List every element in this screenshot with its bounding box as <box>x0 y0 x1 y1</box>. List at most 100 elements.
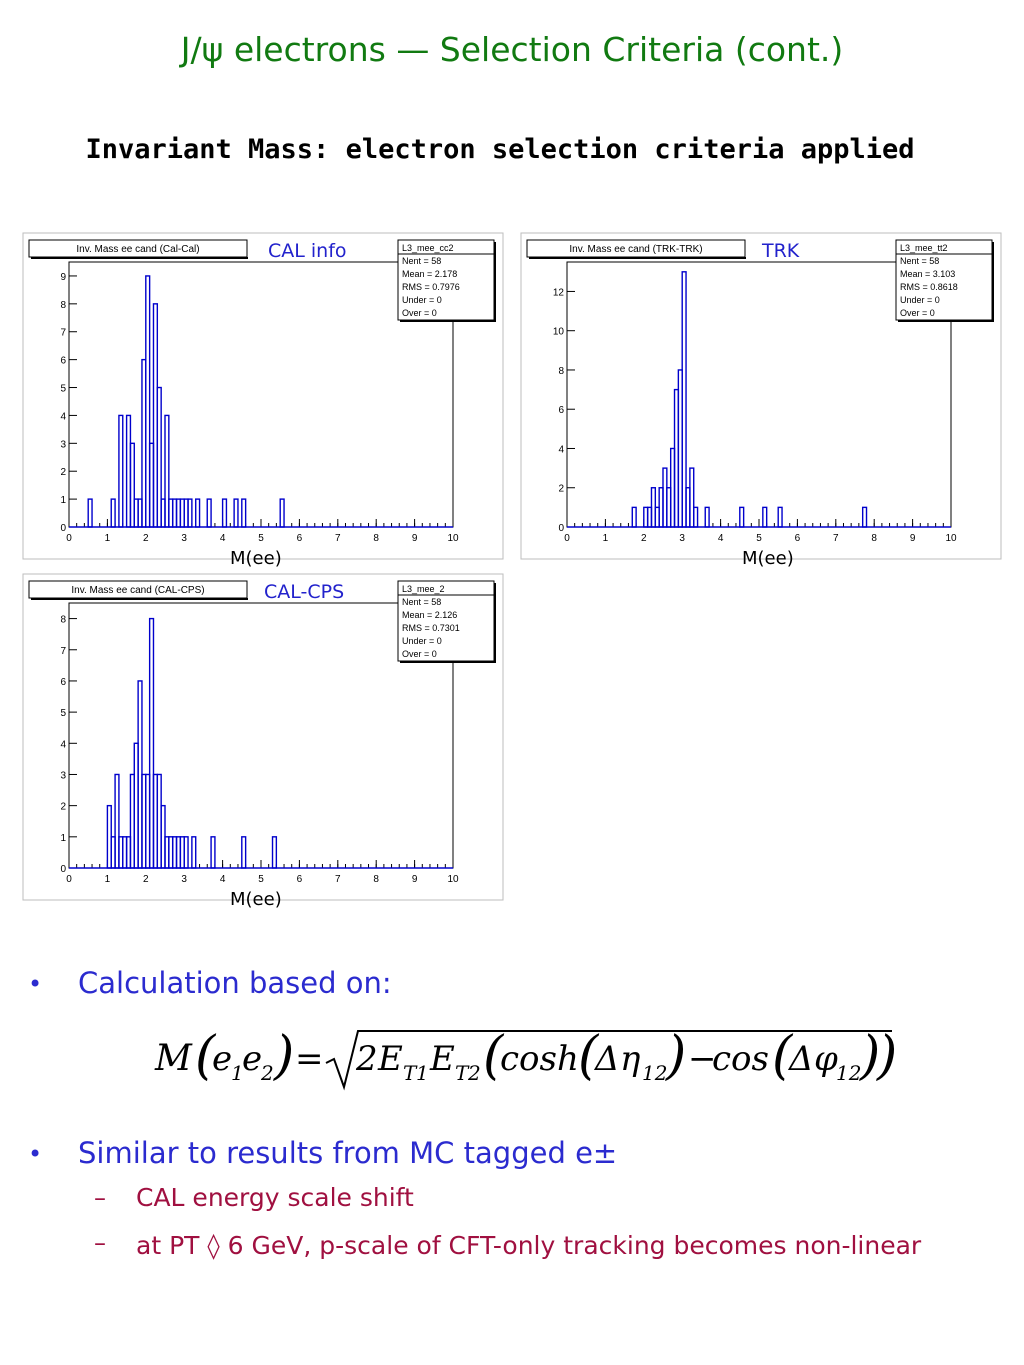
x-axis-label-cal-cal: M(ee) <box>230 548 282 569</box>
y-tick-label: 0 <box>60 864 66 875</box>
y-tick-label: 4 <box>60 739 66 750</box>
stats-box <box>895 239 993 321</box>
y-tick-label: 5 <box>60 708 66 719</box>
x-tick-label: 8 <box>871 533 877 544</box>
histogram-panel-trk-trk: Inv. Mass ee cand (TRK-TRK) L3_mee_tt2 Nen… <box>520 232 1002 560</box>
x-tick-label: 5 <box>258 533 264 544</box>
svg-text:cos: cos <box>712 1039 769 1079</box>
y-tick-label: 0 <box>60 523 66 534</box>
stats-line: RMS = 0.8618 <box>900 282 958 292</box>
y-tick-label: 4 <box>558 444 564 455</box>
y-tick-label: 6 <box>558 405 564 416</box>
invariant-mass-formula: M ( e 1 e 2 ) = 2 E T 1 E T 2 ( cosh ( Δ… <box>154 1026 897 1091</box>
bullet-mc-tagged-text: Similar to results from MC tagged e± <box>78 1136 618 1170</box>
plot-area <box>68 261 454 528</box>
x-tick-label: 4 <box>220 533 226 544</box>
svg-text:M: M <box>154 1038 193 1079</box>
x-tick-label: 9 <box>412 533 418 544</box>
y-tick-label: 2 <box>60 467 66 478</box>
x-tick-label: 1 <box>603 533 609 544</box>
y-tick-label: 6 <box>60 356 66 367</box>
svg-text:cosh: cosh <box>500 1039 579 1079</box>
y-tick-label: 3 <box>60 439 66 450</box>
x-tick-label: 2 <box>143 874 149 885</box>
y-tick-label: 2 <box>60 802 66 813</box>
y-tick-label: 6 <box>60 677 66 688</box>
x-tick-label: 10 <box>447 533 459 544</box>
histogram-title: Inv. Mass ee cand (Cal-Cal) <box>76 244 199 255</box>
svg-text:(: ( <box>483 1026 505 1086</box>
x-tick-label: 3 <box>679 533 685 544</box>
y-tick-label: 9 <box>60 272 66 283</box>
svg-text:T: T <box>403 1061 418 1085</box>
y-tick-label: 12 <box>553 287 565 298</box>
histogram-title: Inv. Mass ee cand (TRK-TRK) <box>569 244 702 255</box>
x-tick-label: 3 <box>181 874 187 885</box>
x-tick-label: 0 <box>564 533 570 544</box>
sub-dash-2: – <box>94 1229 106 1257</box>
y-tick-label: 1 <box>60 495 66 506</box>
svg-text:): ) <box>665 1026 686 1086</box>
bullet-dot-2: • <box>28 1140 43 1168</box>
svg-text:T: T <box>455 1061 470 1085</box>
x-tick-label: 7 <box>833 533 839 544</box>
y-tick-label: 3 <box>60 770 66 781</box>
x-tick-label: 8 <box>373 533 379 544</box>
svg-text:): ) <box>273 1026 294 1086</box>
x-tick-label: 4 <box>718 533 724 544</box>
y-tick-label: 1 <box>60 833 66 844</box>
x-tick-label: 2 <box>641 533 647 544</box>
bullet-dot-1: • <box>28 970 43 998</box>
x-tick-label: 9 <box>412 874 418 885</box>
x-tick-label: 4 <box>220 874 226 885</box>
svg-text:2: 2 <box>260 1061 274 1085</box>
plot-area <box>566 261 952 528</box>
x-tick-label: 6 <box>297 533 303 544</box>
y-tick-label: 4 <box>60 411 66 422</box>
x-tick-label: 0 <box>66 533 72 544</box>
stats-line: RMS = 0.7301 <box>402 623 460 633</box>
x-tick-label: 7 <box>335 874 341 885</box>
histogram-svg: Inv. Mass ee cand (Cal-Cal) L3_mee_cc2 Nen… <box>22 232 504 560</box>
stats-line: Over = 0 <box>402 649 437 659</box>
y-tick-label: 7 <box>60 328 66 339</box>
x-tick-label: 10 <box>945 533 957 544</box>
x-tick-label: 5 <box>258 874 264 885</box>
stats-line: Under = 0 <box>402 295 442 305</box>
svg-text:=: = <box>295 1039 324 1079</box>
x-tick-label: 1 <box>105 533 111 544</box>
x-tick-label: 0 <box>66 874 72 885</box>
x-tick-label: 6 <box>297 874 303 885</box>
x-tick-label: 1 <box>105 874 111 885</box>
stats-name: L3_mee_2 <box>402 584 445 594</box>
stats-line: Mean = 2.178 <box>402 269 457 279</box>
x-axis-label-trk-trk: M(ee) <box>742 548 794 569</box>
stats-line: Over = 0 <box>402 308 437 318</box>
svg-text:(: ( <box>578 1026 600 1086</box>
x-axis-label-cal-cps: M(ee) <box>230 889 282 910</box>
y-tick-label: 10 <box>553 327 565 338</box>
x-tick-label: 6 <box>795 533 801 544</box>
stats-line: Nent = 58 <box>402 256 441 266</box>
sub-dash-1: – <box>94 1184 106 1212</box>
stats-name: L3_mee_tt2 <box>900 243 948 253</box>
bullet-calculation: Calculation based on: <box>78 966 392 1000</box>
y-tick-label: 8 <box>558 366 564 377</box>
svg-text:): ) <box>876 1026 897 1086</box>
stats-line: Mean = 2.126 <box>402 610 457 620</box>
stats-line: Nent = 58 <box>402 597 441 607</box>
y-tick-label: 7 <box>60 646 66 657</box>
svg-text:E: E <box>377 1039 403 1079</box>
plot-area <box>68 602 454 869</box>
svg-text:φ: φ <box>814 1039 838 1079</box>
svg-text:E: E <box>429 1039 455 1079</box>
x-tick-label: 7 <box>335 533 341 544</box>
stats-line: Under = 0 <box>900 295 940 305</box>
svg-text:12: 12 <box>642 1061 667 1085</box>
panel-tag-trk: TRK <box>762 240 800 262</box>
y-tick-label: 8 <box>60 300 66 311</box>
svg-text:e: e <box>242 1039 262 1079</box>
sub-bullet-cft-tracking: at PT ◊ 6 GeV, p-scale of CFT-only track… <box>136 1231 922 1260</box>
svg-text:2: 2 <box>467 1061 481 1085</box>
svg-text:): ) <box>859 1026 880 1086</box>
